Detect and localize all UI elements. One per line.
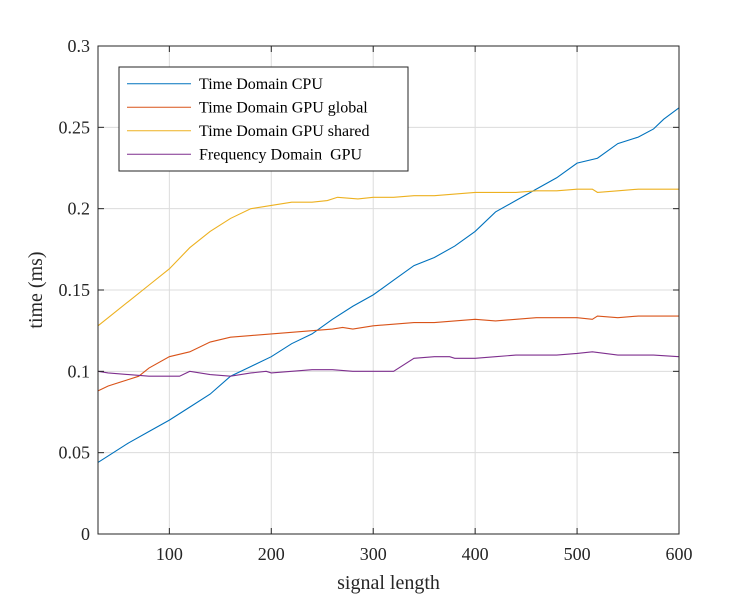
x-tick-label: 600 <box>666 544 693 564</box>
series-line-1 <box>97 107 680 463</box>
series-lines <box>97 107 680 463</box>
y-tick-label: 0.15 <box>59 280 91 300</box>
legend-label-2: Time Domain GPU global <box>199 99 368 116</box>
x-tick-label: 400 <box>462 544 489 564</box>
x-axis-title: signal length <box>337 572 440 594</box>
series-line-2 <box>97 315 679 392</box>
series-line-4 <box>97 351 680 377</box>
axes: 100 200 300 400 500 600 0 0.05 0.1 0.15 0.2 0.25 0.3 <box>59 36 693 564</box>
legend: Time Domain CPU Time Domain GPU global Tim… <box>118 66 409 172</box>
series-line-3 <box>97 188 679 327</box>
y-tick-label: 0.1 <box>68 361 91 381</box>
legend-label-4: Frequency Domain GPU <box>199 146 363 163</box>
y-tick-label: 0.2 <box>68 199 91 219</box>
x-tick-label: 100 <box>156 544 183 564</box>
legend-label-3: Time Domain GPU shared <box>199 123 370 140</box>
legend-box <box>118 66 409 172</box>
x-tick-label: 200 <box>258 544 285 564</box>
x-tick-label: 500 <box>564 544 591 564</box>
y-tick-label: 0 <box>81 524 90 544</box>
y-axis-title: time (ms) <box>25 251 47 328</box>
y-tick-label: 0.25 <box>59 117 91 137</box>
x-tick-label: 300 <box>360 544 387 564</box>
y-tick-label: 0.3 <box>68 36 91 56</box>
y-tick-label: 0.05 <box>59 443 91 463</box>
legend-label-1: Time Domain CPU <box>199 76 323 93</box>
